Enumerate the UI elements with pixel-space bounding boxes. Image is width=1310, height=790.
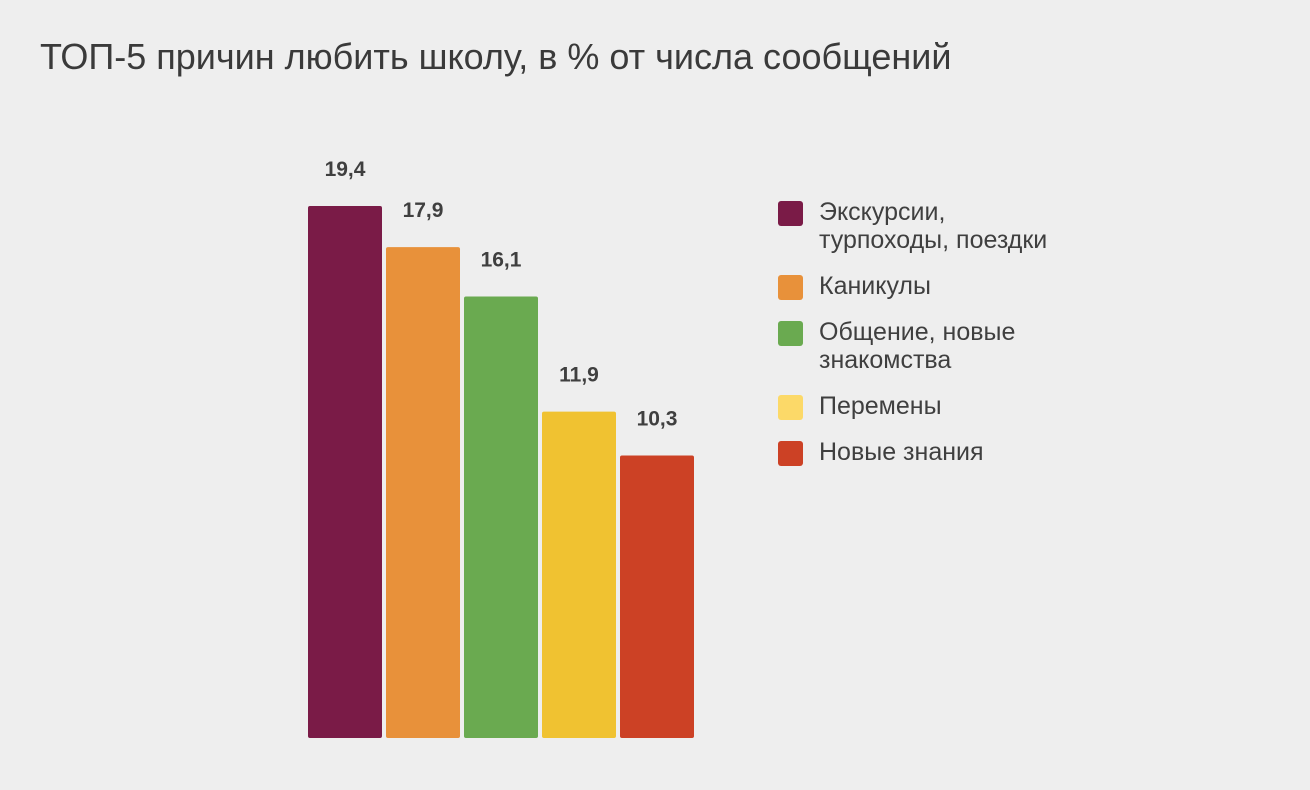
bar [620, 455, 694, 738]
bar-chart: 19,4 17,9 16,1 11,9 10,3 [308, 158, 694, 738]
legend-swatch [778, 321, 803, 346]
bar-value-label: 11,9 [559, 364, 599, 387]
chart-legend: Экскурсии, турпоходы, поездки Каникулы Об… [778, 198, 1119, 484]
legend-swatch [778, 275, 803, 300]
legend-swatch [778, 395, 803, 420]
legend-item: Экскурсии, турпоходы, поездки [778, 198, 1119, 254]
bar [386, 247, 460, 738]
bar [542, 411, 616, 738]
bar [308, 206, 382, 738]
bar-value-label: 17,9 [403, 199, 444, 222]
bar-value-label: 16,1 [481, 248, 522, 271]
legend-item: Перемены [778, 392, 1119, 420]
legend-item: Каникулы [778, 272, 1119, 300]
legend-item: Общение, новые знакомства [778, 318, 1119, 374]
bar-value-label: 19,4 [325, 158, 366, 181]
legend-label: Новые знания [819, 438, 984, 466]
bar-value-label: 10,3 [637, 408, 678, 431]
legend-label: Общение, новые знакомства [819, 318, 1016, 374]
legend-label: Каникулы [819, 272, 931, 300]
chart-title: ТОП-5 причин любить школу, в % от числа … [40, 36, 952, 77]
legend-swatch [778, 441, 803, 466]
legend-swatch [778, 201, 803, 226]
legend-item: Новые знания [778, 438, 1119, 466]
legend-label: Экскурсии, турпоходы, поездки [819, 198, 1048, 254]
bar [464, 296, 538, 738]
legend-label: Перемены [819, 392, 942, 420]
